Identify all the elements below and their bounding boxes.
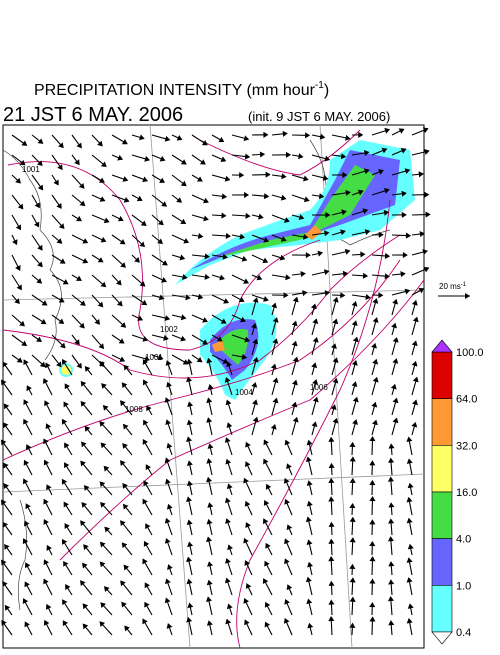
colorbar-over [432, 340, 452, 352]
wind-arrow-head [426, 213, 429, 217]
colorbar-label: 1.0 [456, 580, 471, 592]
wind-arrow-head [425, 150, 429, 154]
vector-scale-text: 20 ms [439, 282, 461, 291]
colorbar-segment [432, 445, 452, 492]
wind-arrow-head [423, 250, 427, 254]
colorbar-segment [432, 399, 452, 446]
colorbar-segment [432, 539, 452, 586]
title-main: PRECIPITATION INTENSITY (mm hour [34, 82, 316, 99]
colorbar-label: 32.0 [456, 440, 477, 452]
vector-scale-superscript: -1 [461, 282, 467, 288]
isobar-label: 1002 [160, 325, 178, 334]
colorbar-segment [432, 585, 452, 632]
colorbar-segment [432, 352, 452, 399]
title-end: ) [324, 82, 329, 99]
colorbar-label: 4.0 [456, 534, 471, 546]
colorbar-label: 100.0 [456, 347, 484, 359]
isobar-label: 1004 [235, 388, 253, 397]
colorbar-label: 16.0 [456, 487, 477, 499]
valid-time: 21 JST 6 MAY. 2006 [3, 104, 183, 126]
colorbar-segment [432, 492, 452, 539]
colorbar-label: 64.0 [456, 394, 477, 406]
isobar-label: 1001 [22, 165, 40, 174]
map: 1001 1001 1002 1004 1006 1008 [2, 125, 430, 648]
colorbar-label: 0.4 [456, 627, 471, 639]
vector-scale: 20 ms-1 [438, 282, 470, 299]
wind-arrow-head [425, 193, 428, 197]
title: PRECIPITATION INTENSITY (mm hour-1) [34, 80, 329, 99]
vector-scale-head [465, 293, 470, 299]
colorbar-under [432, 632, 452, 644]
init-time: (init. 9 JST 6 MAY. 2006) [248, 109, 390, 124]
vector-scale-label: 20 ms-1 [439, 282, 467, 291]
wind-arrow-head [424, 267, 428, 271]
colorbar: 100.0 64.0 32.0 16.0 4.0 1.0 0.4 [432, 340, 484, 644]
